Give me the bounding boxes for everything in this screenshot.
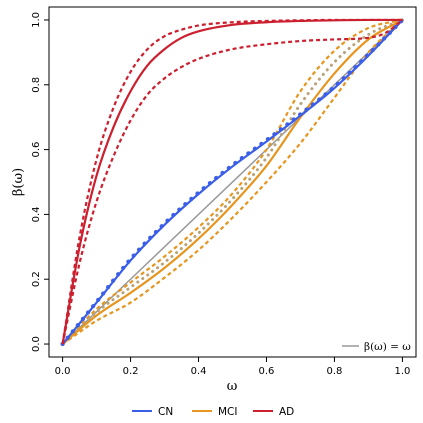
y-tick-label-0: 0.0 — [31, 336, 42, 352]
inset-legend-label: β(ω) = ω — [364, 341, 411, 353]
series-line-mci-lower — [61, 19, 404, 345]
series-line-ad — [61, 18, 403, 345]
legend-label-mci: MCI — [218, 406, 238, 418]
y-tick-label-5: 1.0 — [31, 12, 42, 28]
x-tick-label-3: 0.6 — [259, 366, 275, 377]
series-line-mci-upper — [61, 18, 403, 345]
x-axis-title: ω — [227, 379, 238, 394]
y-tick-label-2: 0.4 — [31, 206, 42, 222]
y-axis: 0.0 0.2 0.4 0.6 0.8 1.0 — [31, 12, 49, 352]
legend: CN MCI AD — [132, 406, 294, 418]
series-line-ad-lower — [61, 19, 404, 345]
plot-frame — [48, 6, 417, 358]
x-tick-label-5: 1.0 — [394, 366, 410, 377]
y-axis-title: β(ω) — [11, 168, 26, 196]
x-axis: 0.0 0.2 0.4 0.6 0.8 1.0 — [55, 357, 410, 377]
legend-item-mci: MCI — [192, 406, 238, 418]
x-tick-label-0: 0.0 — [55, 366, 71, 377]
y-tick-label-3: 0.6 — [31, 142, 42, 158]
y-tick-label-1: 0.2 — [31, 271, 42, 287]
y-tick-label-4: 0.8 — [31, 77, 42, 93]
series-line-mci — [61, 19, 403, 345]
x-tick-label-4: 0.8 — [326, 366, 342, 377]
series-line-mci-mid — [61, 18, 404, 346]
legend-label-cn: CN — [158, 406, 173, 418]
x-tick-label-1: 0.2 — [123, 366, 139, 377]
x-tick-label-2: 0.4 — [191, 366, 207, 377]
inset-legend: β(ω) = ω — [342, 341, 411, 353]
legend-item-cn: CN — [132, 406, 173, 418]
series-line-cn-band — [60, 17, 405, 347]
plot-area — [60, 17, 405, 347]
legend-item-ad: AD — [253, 406, 294, 418]
legend-label-ad: AD — [279, 406, 294, 418]
